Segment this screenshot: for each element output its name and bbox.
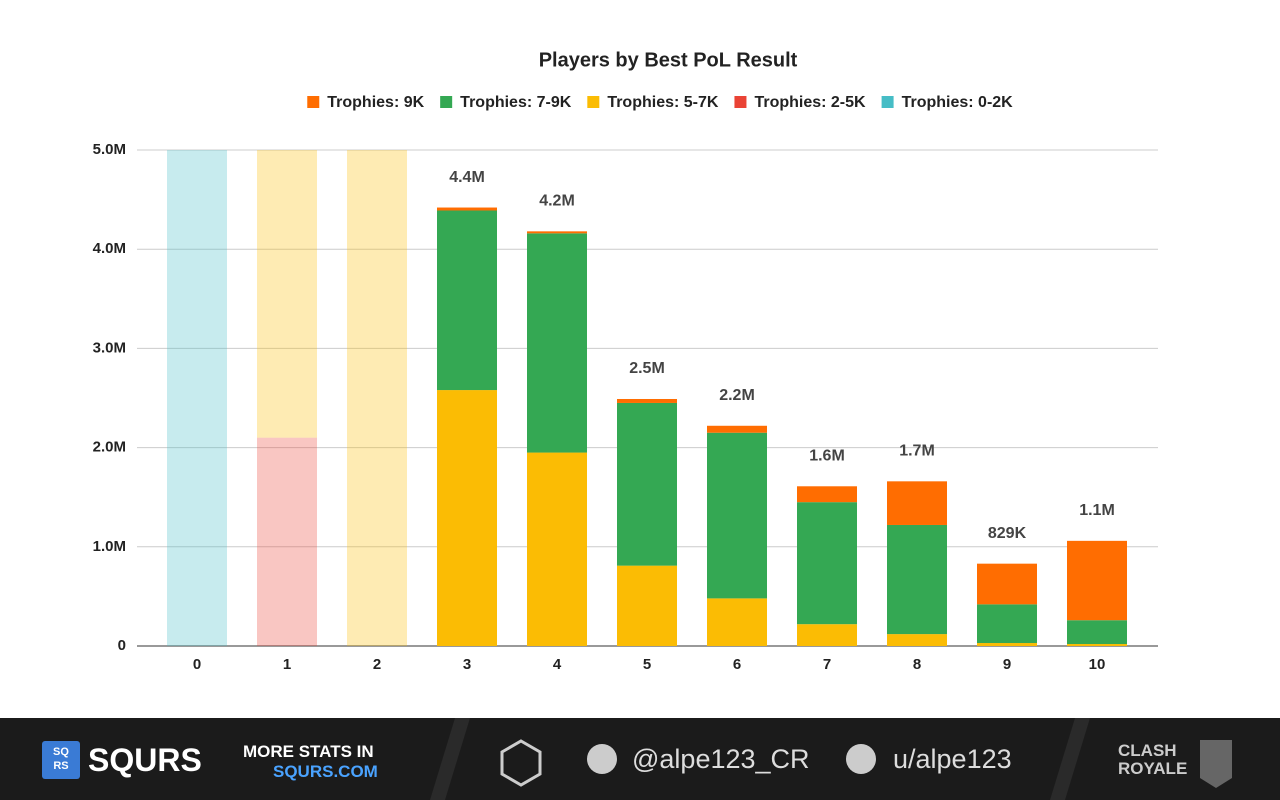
footer-decor xyxy=(42,718,1232,800)
y-tick-label: 2.0M xyxy=(93,439,126,456)
legend-swatch xyxy=(307,96,320,108)
total-label: 4.2M xyxy=(539,193,575,210)
bar-segment xyxy=(707,425,767,433)
game-logo: CLASH ROYALE xyxy=(1118,741,1188,778)
bar-segment xyxy=(887,524,947,635)
chart-title: Players by Best PoL Result xyxy=(539,49,798,71)
x-tick-label: 1 xyxy=(283,656,291,673)
bar-segment xyxy=(527,233,587,453)
bar-segment xyxy=(1067,540,1127,621)
bar-segment xyxy=(167,150,227,646)
x-tick-label: 3 xyxy=(463,656,471,673)
bar-segment xyxy=(977,643,1037,646)
total-label: 1.6M xyxy=(809,448,845,465)
legend-swatch xyxy=(440,96,453,108)
bar-segment xyxy=(437,210,497,391)
bar-segment xyxy=(437,390,497,646)
y-tick-label: 4.0M xyxy=(93,240,126,257)
bar-segment xyxy=(527,452,587,646)
bar-segment xyxy=(1067,620,1127,645)
bar-segment xyxy=(797,624,857,646)
footer: SQ RS SQURS MORE STATS IN SQURS.COM @alp… xyxy=(0,718,1280,800)
y-tick-label: 5.0M xyxy=(93,141,126,158)
y-tick-label: 3.0M xyxy=(93,339,126,356)
bar-segment xyxy=(797,486,857,503)
bar-segment xyxy=(797,502,857,625)
x-tick-label: 8 xyxy=(913,656,921,673)
y-tick-label: 1.0M xyxy=(93,538,126,555)
bar-segment xyxy=(527,231,587,234)
bar-segment xyxy=(257,437,317,646)
promo-line: MORE STATS IN xyxy=(243,742,374,761)
legend: Trophies: 9K Trophies: 7-9K Trophies: 5-7K… xyxy=(307,94,1013,111)
reddit-handle[interactable]: u/alpe123 xyxy=(893,744,1012,774)
bar-segment xyxy=(347,150,407,646)
brand-icon: SQ RS xyxy=(53,746,69,772)
x-tick-label: 6 xyxy=(733,656,741,673)
bar-segment xyxy=(977,563,1037,605)
bar-segment xyxy=(257,150,317,438)
x-tick-label: 10 xyxy=(1089,656,1106,673)
total-label: 4.4M xyxy=(449,169,485,186)
x-tick-label: 7 xyxy=(823,656,831,673)
total-label: 2.5M xyxy=(629,360,665,377)
bar-segment xyxy=(617,565,677,646)
bar-segment xyxy=(617,402,677,566)
chart: Players by Best PoL Result Trophies: 9K T… xyxy=(93,49,1158,673)
total-label: 2.2M xyxy=(719,387,755,404)
promo-link[interactable]: SQURS.COM xyxy=(273,762,378,781)
x-tick-label: 0 xyxy=(193,656,201,673)
bar-segment xyxy=(1067,644,1127,646)
bar-segment xyxy=(887,481,947,525)
bar-segment xyxy=(437,207,497,211)
total-label: 1.7M xyxy=(899,443,935,460)
total-label: 829K xyxy=(988,525,1027,542)
x-tick-label: 4 xyxy=(553,656,562,673)
legend-label: Trophies: 2-5K xyxy=(754,94,866,111)
legend-label: Trophies: 9K xyxy=(327,94,424,111)
x-tick-label: 5 xyxy=(643,656,651,673)
legend-swatch xyxy=(587,96,600,108)
bar-segment xyxy=(707,598,767,646)
bar-segment xyxy=(977,604,1037,644)
y-tick-label: 0 xyxy=(118,637,126,654)
bar-segment xyxy=(707,432,767,599)
bar-segment xyxy=(617,398,677,403)
x-tick-label: 9 xyxy=(1003,656,1011,673)
x-tick-label: 2 xyxy=(373,656,381,673)
bar-segment xyxy=(887,634,947,646)
legend-swatch xyxy=(734,96,747,108)
legend-label: Trophies: 5-7K xyxy=(607,94,719,111)
total-label: 1.1M xyxy=(1079,502,1115,519)
legend-label: Trophies: 7-9K xyxy=(460,94,572,111)
brand: SQURS xyxy=(88,742,202,778)
legend-swatch xyxy=(881,96,894,108)
twitter-handle[interactable]: @alpe123_CR xyxy=(632,744,810,774)
legend-label: Trophies: 0-2K xyxy=(902,94,1014,111)
